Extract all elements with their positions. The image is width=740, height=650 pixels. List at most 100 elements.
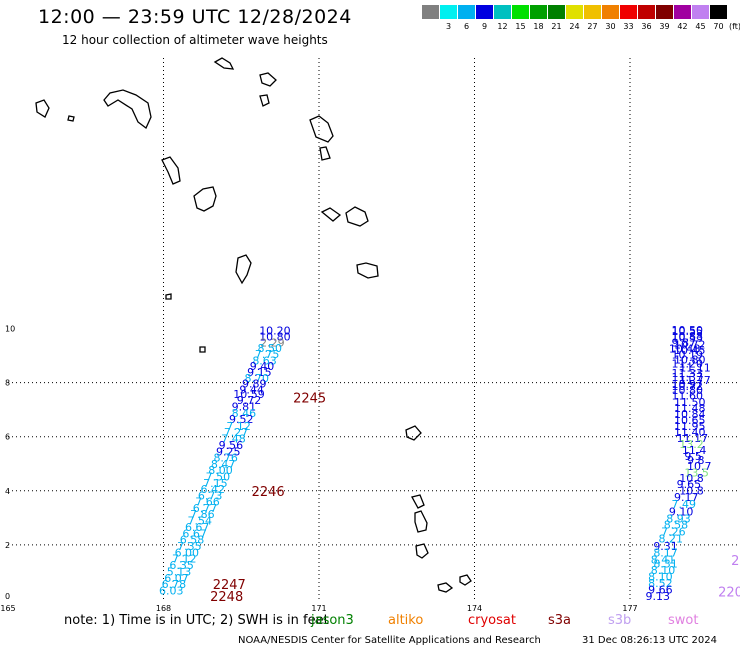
wave-height-value: 6.07 [164,572,189,585]
wave-height-value: 9.40 [250,360,275,373]
legend-swatch [548,5,565,19]
island-outline [161,156,181,185]
legend-label: 27 [587,22,598,31]
island-outline [411,494,425,509]
legend-swatch [566,5,583,19]
pass-time-label: 2248 [210,590,243,605]
wave-height-value: 8.41 [651,554,676,567]
wave-height-value: 7.49 [671,498,696,511]
wave-height-value: 9.89 [242,377,267,390]
satellite-name: jason3 [311,613,354,628]
wave-height-value: 10.72 [671,380,703,393]
wave-height-value: 6.58 [180,533,205,546]
wave-height-value: 7.12 [226,420,251,433]
wave-height-value: 11.60 [671,389,703,402]
wave-height-value: 6.77 [193,502,218,515]
island-outline [319,146,331,161]
legend-label: 70 [713,22,724,31]
legend-label: 15 [515,22,526,31]
wave-height-value: 10.80 [674,354,706,367]
wave-height-value: 9.81 [232,400,257,413]
wave-height-value: 9.13 [646,590,671,603]
wave-height-value: 7.75 [255,348,280,361]
wave-height-value: 6.67 [182,527,207,540]
island-outline [345,206,369,227]
island-outline [309,115,334,143]
wave-height-value: 10.48 [669,343,701,356]
wave-height-value: 11.33 [671,367,703,380]
wave-height-value: 6.42 [200,483,225,496]
legend-label: 39 [659,22,670,31]
wave-height-value: 11.4 [682,444,707,457]
legend-swatch [710,5,727,19]
wave-height-value: 10.53 [671,332,703,345]
wave-height-value: 9.72 [237,394,262,407]
legend-swatch [656,5,673,19]
wave-height-value: 9.52 [229,413,254,426]
wave-height-value: 9.5 [684,450,702,463]
satellite-name: altiko [388,613,424,628]
legend-label: 42 [677,22,688,31]
lat-lon-grid [8,58,740,600]
wave-height-value: 10.8 [679,484,704,497]
island-outline [213,57,235,70]
wave-height-value: 6.67 [185,521,210,534]
wave-height-value: 7.35 [177,540,202,553]
wave-height-value: 9.8 [687,454,705,467]
wave-height-value: 11.50 [674,396,706,409]
legend-swatch [422,5,439,19]
legend-label: 12 [497,22,508,31]
satellite-name: s3a [548,613,572,628]
wave-height-value: 9.56 [219,439,244,452]
wave-height-value: 8.21 [659,533,684,546]
legend-swatch [674,5,691,19]
wave-height-value: 7.27 [224,426,249,439]
wave-height-value: 9.15 [247,366,272,379]
wave-height-value: 8.50 [258,342,283,355]
axis-ticks: 165 168 171 174 177 0 2 4 6 8 10 [0,325,637,614]
wave-height-value: 10.65 [674,414,706,427]
island-outline [103,89,152,130]
wave-height-value: 7.86 [190,508,215,521]
wave-height-value: 8.70 [245,372,270,385]
wave-height-value: 8.58 [664,519,689,532]
wave-height-value: 10.84 [674,408,706,421]
wave-height-value: 6.78 [162,578,187,591]
map-title: 12:00 — 23:59 UTC 12/28/2024 [38,6,352,28]
island-outline [67,115,75,122]
wave-height-value: 8.00 [208,464,233,477]
satellite-name: swot [668,613,699,628]
wave-height-value: 9.66 [648,584,673,597]
legend-swatch [692,5,709,19]
satellite-track-west: 10.2010.802.298.507.758.639.409.158.709.… [159,325,326,605]
pass-time-label: 220 [718,586,740,601]
wave-height-value: 10.19 [671,349,703,362]
wave-height-value: 11.37 [671,371,703,384]
satellite-name: s3b [608,613,632,628]
wave-height-value: 13.2 [679,438,704,451]
wave-height-value: 8.46 [232,407,257,420]
wave-height-value: 7.66 [195,496,220,509]
wave-height-value: 13.5 [684,466,709,479]
legend-swatch [458,5,475,19]
wave-height-value: 8.93 [666,512,691,525]
wave-height-value: 2.29 [260,336,285,349]
legend-unit: (ft) [729,22,740,31]
wave-height-value: 10.97 [671,378,703,391]
wave-height-value: 8.31 [653,557,678,570]
lon-tick-label: 168 [156,604,171,613]
wave-height-value: 7.15 [203,477,228,490]
wave-height-value: 10.55 [671,325,703,338]
wave-height-value: 7.12 [172,553,197,566]
lat-tick-label: 4 [5,487,10,496]
wave-height-value: 8.10 [651,564,676,577]
wave-height-value: 10.80 [671,384,703,397]
legend-label: 18 [533,22,544,31]
legend-swatch [440,5,457,19]
wave-height-value: 11.95 [674,420,706,433]
wave-height-value: 8.10 [648,571,673,584]
wave-height-value: 10.45 [674,344,706,357]
lon-tick-label: 177 [622,604,637,613]
wave-height-value: 11.77 [679,374,711,387]
